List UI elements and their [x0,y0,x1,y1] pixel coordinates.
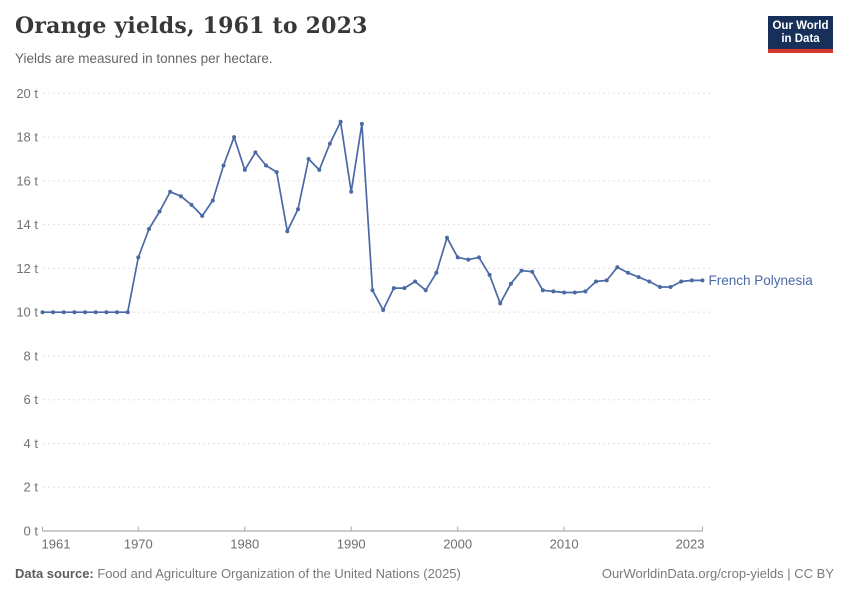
x-axis-tick-label: 2010 [550,537,579,552]
data-point[interactable] [572,290,577,295]
data-point[interactable] [274,170,279,175]
data-point[interactable] [530,269,535,274]
data-point[interactable] [594,279,598,284]
data-point[interactable] [61,310,66,315]
y-axis-tick-label: 14 t [16,217,38,232]
data-point[interactable] [221,163,226,168]
y-axis-tick-label: 10 t [16,305,38,320]
data-point[interactable] [349,189,354,194]
y-axis-tick-label: 8 t [24,348,39,363]
data-point[interactable] [93,310,98,315]
data-point[interactable] [147,227,151,231]
owid-logo[interactable]: Our World in Data [768,16,833,53]
x-axis-tick-label: 1970 [124,537,153,552]
series-label-french-polynesia[interactable]: French Polynesia [709,273,814,288]
data-point[interactable] [647,279,652,284]
data-point[interactable] [72,310,77,315]
data-point[interactable] [689,278,694,283]
data-source-text: Food and Agriculture Organization of the… [93,566,461,581]
x-axis-tick-label: 1990 [337,537,366,552]
data-point[interactable] [338,119,343,124]
data-point[interactable] [327,141,332,146]
data-point[interactable] [423,288,428,293]
data-point[interactable] [40,310,45,315]
data-point[interactable] [104,310,109,315]
data-point[interactable] [370,288,375,293]
data-point[interactable] [83,310,88,315]
data-point[interactable] [285,229,290,234]
data-point[interactable] [115,310,119,315]
data-source-label: Data source: [15,566,94,581]
data-point[interactable] [200,213,205,218]
series-line-french-polynesia[interactable] [41,120,704,314]
data-point[interactable] [540,288,545,293]
data-point[interactable] [562,290,567,295]
attribution-link[interactable]: OurWorldinData.org/crop-yields | CC BY [601,566,834,581]
data-point[interactable] [700,278,705,283]
data-point[interactable] [604,278,609,283]
y-axis-tick-label: 0 t [24,524,39,539]
data-point[interactable] [381,308,386,312]
data-point[interactable] [125,310,130,315]
data-point[interactable] [498,301,503,306]
data-point[interactable] [466,257,471,262]
data-point[interactable] [210,198,215,203]
data-point[interactable] [51,310,56,315]
data-point[interactable] [402,286,407,291]
data-point[interactable] [615,265,620,270]
data-point[interactable] [626,270,630,275]
owid-logo-text: Our World in Data [768,16,833,49]
y-axis-tick-label: 16 t [16,173,38,188]
data-point[interactable] [178,194,183,199]
data-point[interactable] [359,121,364,126]
data-point[interactable] [168,189,173,194]
y-axis-tick-label: 18 t [16,130,38,145]
owid-logo-accent-bar [768,49,833,53]
data-point[interactable] [136,255,141,260]
data-point[interactable] [391,286,396,291]
data-point[interactable] [551,289,556,294]
chart-footer: Data source: Food and Agriculture Organi… [15,566,834,581]
y-axis-tick-label: 2 t [24,480,39,495]
data-point[interactable] [264,163,268,168]
data-point[interactable] [657,285,662,289]
data-point[interactable] [232,135,237,140]
page-title: Orange yields, 1961 to 2023 [15,13,368,39]
data-point[interactable] [157,209,162,214]
y-axis-tick-label: 12 t [16,261,38,276]
data-point[interactable] [636,275,641,280]
data-point[interactable] [413,279,418,284]
data-point[interactable] [296,207,300,212]
x-axis-tick-label: 1961 [42,537,71,552]
page-subtitle: Yields are measured in tonnes per hectar… [15,51,273,66]
data-point[interactable] [519,268,524,273]
data-point[interactable] [455,255,460,260]
y-axis-tick-label: 4 t [24,436,39,451]
data-point[interactable] [583,289,588,294]
data-point[interactable] [434,270,439,275]
data-point[interactable] [679,279,684,284]
data-point[interactable] [445,235,449,240]
data-point[interactable] [668,285,673,289]
x-axis-tick-label: 2023 [676,537,705,552]
x-axis-tick-label: 2000 [443,537,472,552]
y-axis-tick-label: 6 t [24,392,39,407]
data-point[interactable] [306,157,311,161]
data-point[interactable] [242,167,247,172]
y-axis-tick-label: 20 t [16,86,38,101]
data-point[interactable] [317,167,322,172]
data-point[interactable] [487,272,492,277]
x-axis-tick-label: 1980 [230,537,259,552]
data-source-note: Data source: Food and Agriculture Organi… [15,566,461,581]
data-point[interactable] [508,281,513,286]
data-point[interactable] [477,255,481,260]
line-chart[interactable]: 0 t 2 t 4 t 6 t 8 t 10 t 12 t 14 t 16 t 18 t 20 t 1… [0,85,850,565]
data-point[interactable] [189,202,194,207]
data-point[interactable] [253,150,258,155]
